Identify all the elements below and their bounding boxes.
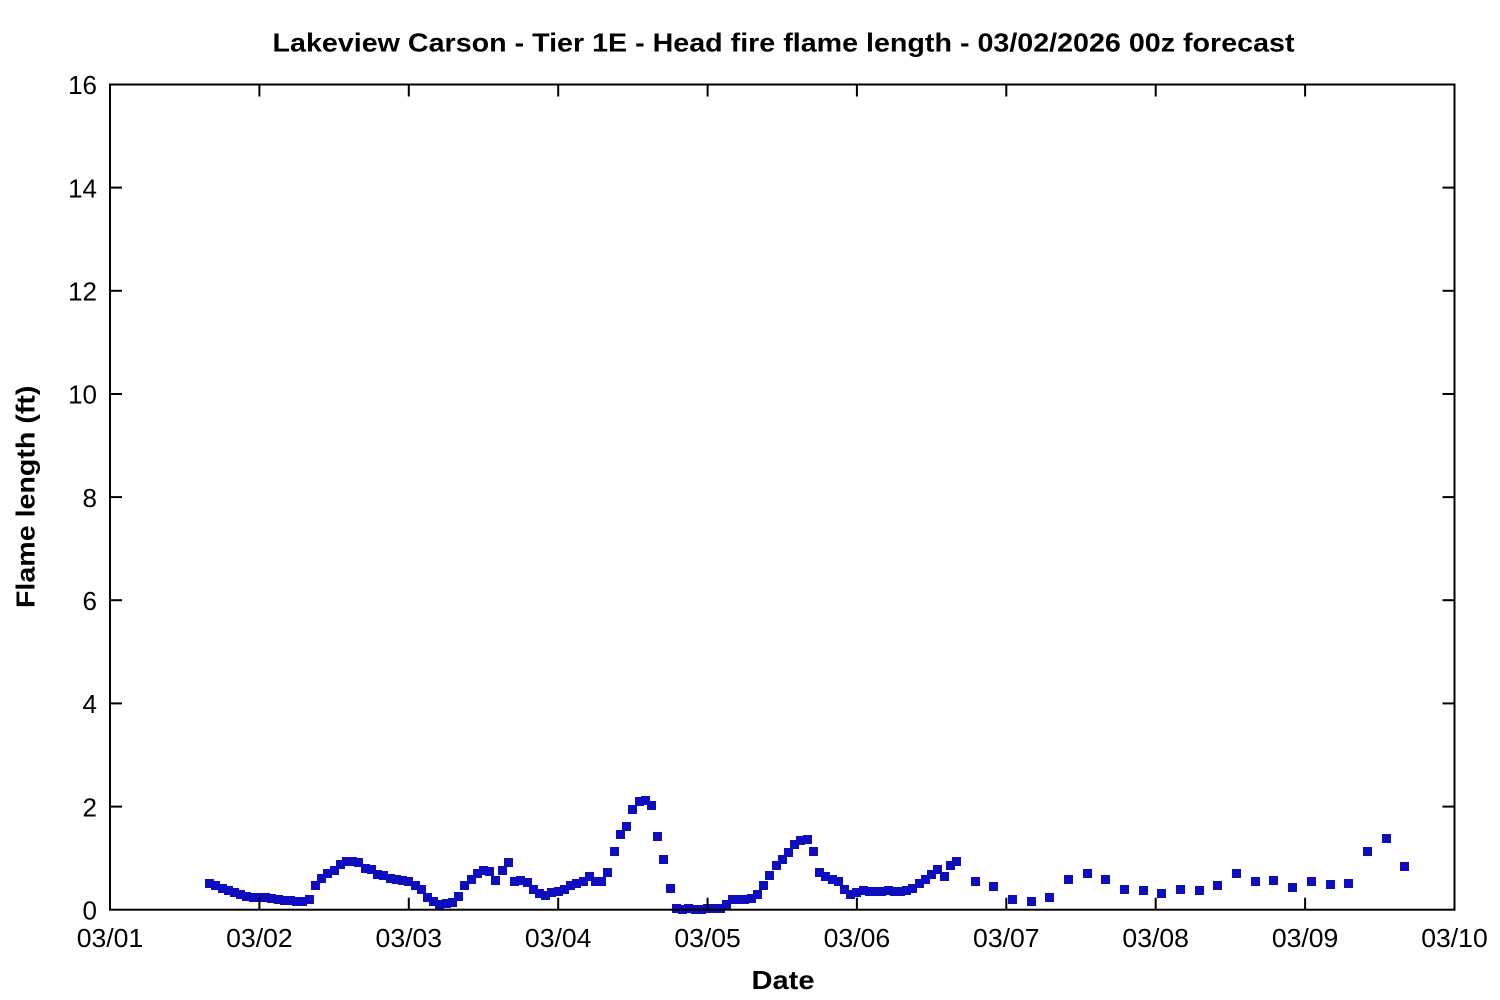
svg-text:03/05: 03/05	[674, 923, 741, 953]
svg-text:03/04: 03/04	[525, 923, 592, 953]
svg-text:0: 0	[83, 895, 97, 925]
svg-text:Date: Date	[752, 965, 815, 995]
svg-text:10: 10	[68, 380, 97, 410]
svg-text:14: 14	[68, 173, 97, 203]
svg-text:16: 16	[68, 70, 97, 100]
svg-text:03/03: 03/03	[376, 923, 443, 953]
svg-text:8: 8	[83, 483, 97, 513]
svg-text:03/08: 03/08	[1122, 923, 1189, 953]
svg-text:03/09: 03/09	[1272, 923, 1339, 953]
svg-text:03/07: 03/07	[973, 923, 1040, 953]
svg-text:6: 6	[83, 586, 97, 616]
svg-text:03/10: 03/10	[1421, 923, 1488, 953]
svg-text:03/01: 03/01	[77, 923, 144, 953]
svg-text:03/06: 03/06	[824, 923, 891, 953]
svg-text:Lakeview Carson - Tier 1E - He: Lakeview Carson - Tier 1E - Head fire fl…	[273, 27, 1295, 57]
svg-text:Flame length (ft): Flame length (ft)	[11, 386, 41, 609]
svg-text:2: 2	[83, 792, 97, 822]
svg-text:12: 12	[68, 277, 97, 307]
svg-text:4: 4	[83, 689, 97, 719]
svg-text:03/02: 03/02	[226, 923, 293, 953]
